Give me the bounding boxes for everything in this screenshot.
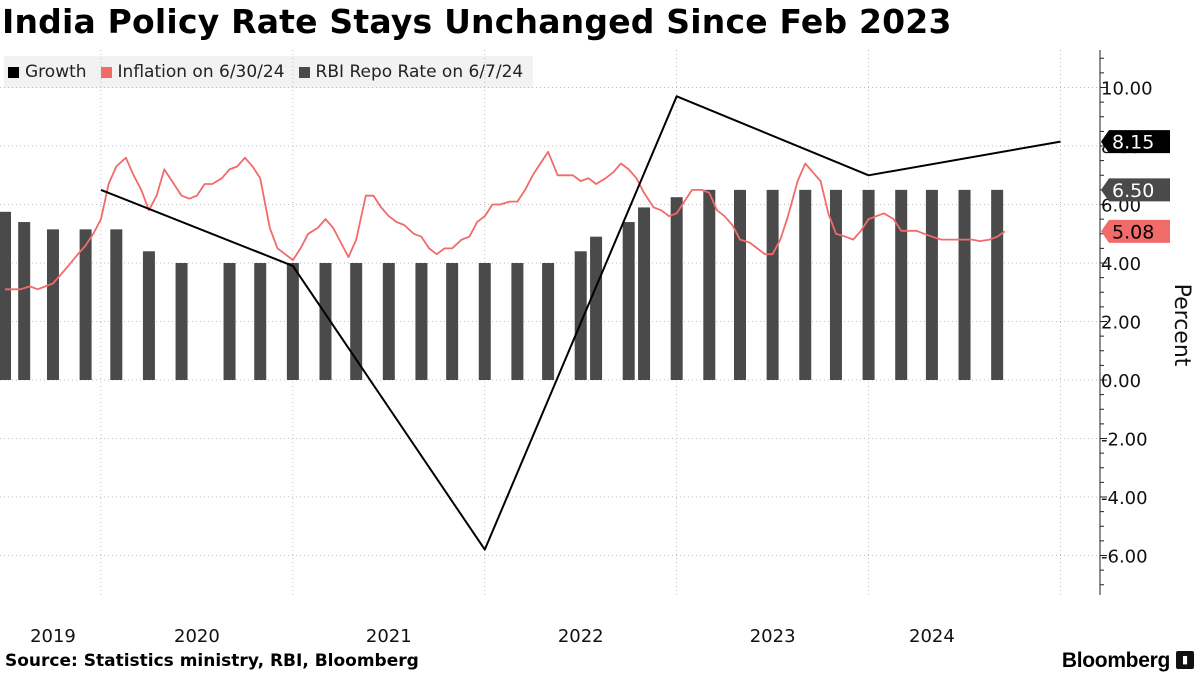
- y-axis-label: Percent: [1169, 284, 1194, 367]
- legend-item-growth[interactable]: Growth: [8, 62, 87, 82]
- x-tick-label: 2020: [174, 626, 220, 647]
- legend-swatch-inflation: [100, 66, 112, 78]
- y-tick-label: -4.00: [1101, 488, 1148, 509]
- legend-swatch-growth: [8, 66, 19, 78]
- legend-label-inflation: Inflation on 6/30/24: [117, 62, 285, 82]
- repo-rate-bar: [829, 189, 842, 380]
- x-tick-label: 2021: [366, 626, 412, 647]
- last-value-tag: [1101, 130, 1170, 154]
- legend-label-repo-rate: RBI Repo Rate on 6/7/24: [315, 62, 524, 82]
- y-tick-label: -2.00: [1101, 430, 1148, 451]
- repo-rate-bar: [670, 197, 683, 380]
- repo-rate-bar: [478, 263, 491, 380]
- repo-rate-bar: [142, 251, 155, 380]
- repo-rate-bar: [895, 189, 908, 380]
- repo-rate-bar: [350, 263, 363, 380]
- repo-rate-bar: [511, 263, 524, 380]
- last-value-text: 6.50: [1112, 180, 1154, 202]
- x-axis: 2019 2020 2021 2022 2023 2024: [30, 626, 955, 647]
- repo-rate-bar: [446, 263, 459, 380]
- y-tick-label: -6.00: [1101, 547, 1148, 568]
- repo-rate-bar: [79, 229, 92, 380]
- bar-chart-icon: ▮: [1176, 651, 1194, 669]
- series-lines: [5, 95, 1061, 551]
- repo-rate-bar: [958, 189, 971, 380]
- repo-rate-bar: [18, 222, 31, 380]
- x-tick-label: 2023: [750, 626, 796, 647]
- repo-rate-bar: [574, 251, 587, 380]
- repo-rate-bar: [703, 189, 716, 380]
- repo-rate-bar: [415, 263, 428, 380]
- last-value-tag: [1101, 219, 1170, 243]
- growth-line: [100, 95, 1061, 551]
- repo-rate-bar: [46, 229, 59, 380]
- repo-rate-bar: [925, 189, 938, 380]
- chart-legend: Growth Inflation on 6/30/24 RBI Repo Rat…: [4, 56, 534, 88]
- y-tick-label: 2.00: [1101, 313, 1141, 334]
- last-value-tag: [1101, 178, 1170, 202]
- last-value-text: 5.08: [1112, 221, 1154, 243]
- repo-rate-bar: [319, 263, 332, 380]
- last-value-text: 8.15: [1112, 132, 1154, 154]
- repo-rate-bar: [622, 222, 635, 380]
- repo-rate-bar: [254, 263, 267, 380]
- repo-rate-bar: [542, 263, 555, 380]
- repo-rate-bar: [110, 229, 123, 380]
- legend-item-inflation[interactable]: Inflation on 6/30/24: [100, 62, 285, 82]
- x-tick-label: 2022: [558, 626, 604, 647]
- repo-rate-bar: [862, 189, 875, 380]
- bloomberg-logo: Bloomberg: [1061, 649, 1170, 672]
- repo-rate-bar: [991, 189, 1004, 380]
- repo-rate-bar: [590, 236, 603, 380]
- repo-rate-bar: [0, 211, 11, 380]
- legend-item-repo-rate[interactable]: RBI Repo Rate on 6/7/24: [298, 62, 524, 82]
- legend-swatch-repo-rate: [298, 66, 310, 78]
- y-tick-label: 0.00: [1101, 371, 1141, 392]
- y-tick-label: 4.00: [1101, 254, 1141, 275]
- y-tick-label: 10.00: [1101, 79, 1153, 100]
- repo-rate-bar: [766, 189, 779, 380]
- repo-rate-bar: [799, 189, 812, 380]
- x-tick-label: 2019: [30, 626, 76, 647]
- chart-title: India Policy Rate Stays Unchanged Since …: [2, 2, 952, 41]
- repo-rate-bar: [734, 189, 747, 380]
- inflation-line: [5, 150, 1006, 291]
- repo-rate-bar: [175, 263, 188, 380]
- repo-rate-bar: [286, 263, 299, 380]
- last-value-tags: 8.15 6.50 5.08: [1101, 130, 1170, 243]
- source-note: Source: Statistics ministry, RBI, Bloomb…: [5, 651, 419, 671]
- repo-rate-bar: [382, 263, 395, 380]
- repo-rate-bar: [638, 207, 651, 380]
- legend-label-growth: Growth: [25, 62, 87, 82]
- repo-rate-bar: [223, 263, 236, 380]
- x-tick-label: 2024: [909, 626, 955, 647]
- repo-rate-bars: [0, 189, 1004, 380]
